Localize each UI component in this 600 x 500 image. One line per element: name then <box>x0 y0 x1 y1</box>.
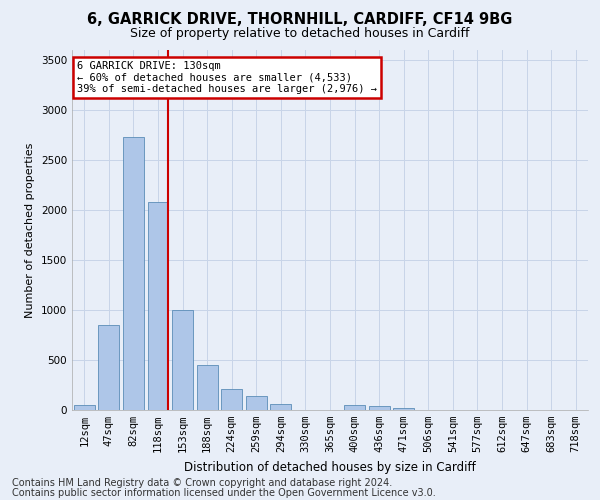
Text: Contains HM Land Registry data © Crown copyright and database right 2024.: Contains HM Land Registry data © Crown c… <box>12 478 392 488</box>
Bar <box>344 405 365 410</box>
X-axis label: Distribution of detached houses by size in Cardiff: Distribution of detached houses by size … <box>184 460 476 473</box>
Bar <box>368 406 389 410</box>
Bar <box>221 389 242 410</box>
Bar <box>172 310 193 410</box>
Bar <box>148 202 169 410</box>
Y-axis label: Number of detached properties: Number of detached properties <box>25 142 35 318</box>
Text: 6 GARRICK DRIVE: 130sqm
← 60% of detached houses are smaller (4,533)
39% of semi: 6 GARRICK DRIVE: 130sqm ← 60% of detache… <box>77 61 377 94</box>
Bar <box>393 408 414 410</box>
Bar <box>246 396 267 410</box>
Text: 6, GARRICK DRIVE, THORNHILL, CARDIFF, CF14 9BG: 6, GARRICK DRIVE, THORNHILL, CARDIFF, CF… <box>88 12 512 28</box>
Text: Contains public sector information licensed under the Open Government Licence v3: Contains public sector information licen… <box>12 488 436 498</box>
Bar <box>123 137 144 410</box>
Text: Size of property relative to detached houses in Cardiff: Size of property relative to detached ho… <box>130 28 470 40</box>
Bar <box>197 364 218 410</box>
Bar <box>74 404 95 410</box>
Bar <box>271 404 292 410</box>
Bar <box>98 324 119 410</box>
